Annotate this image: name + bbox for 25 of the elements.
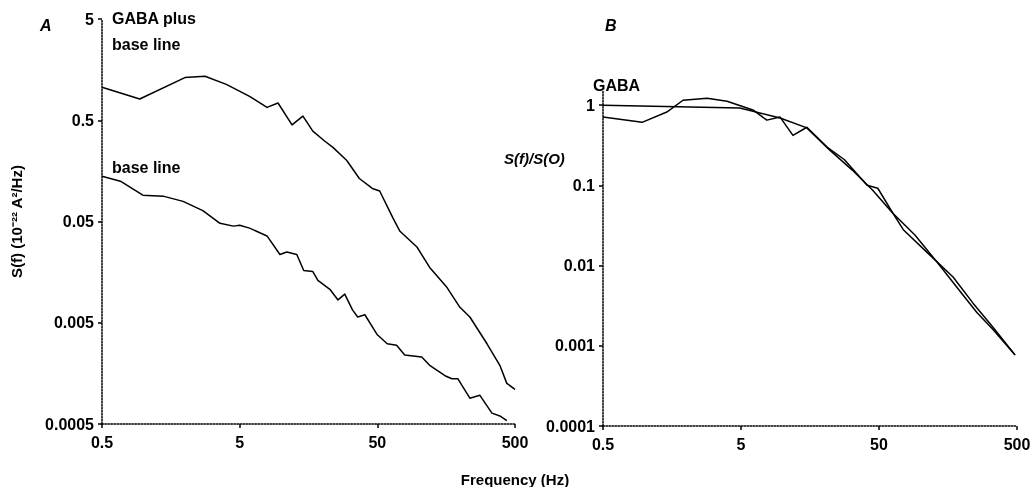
y-tick-label: 1 [586,96,596,114]
x-tick-label: 5 [235,433,245,451]
series-label: GABA [593,76,641,94]
x-tick-label: 50 [870,435,888,453]
y-tick-label: 0.01 [563,257,596,275]
x-tick-label: 500 [1003,435,1031,453]
x-tick-label: 500 [501,433,529,451]
x-tick-label: 50 [368,433,387,451]
chart-title: A [39,16,52,34]
series-label: base line [112,158,181,176]
y-tick-label: 0.0001 [546,417,596,435]
y-tick-label: 5 [85,10,95,28]
x-tick-label: 5 [736,435,746,453]
x-tick-label: 0.5 [90,433,114,451]
chart-title: B [605,16,617,34]
y-tick-label: 0.05 [62,213,95,230]
y-tick-label: 0.0005 [45,415,95,433]
y-tick-label: 0.005 [53,314,95,332]
series-label: GABA plus base line [112,9,201,53]
y-tick-label: 0.1 [572,176,596,194]
x-tick-label: 0.5 [591,435,615,453]
y-tick-label: 0.5 [71,111,95,129]
y-tick-label: 0.001 [554,337,596,355]
y-axis-title: S(f)/S(O) [504,150,565,168]
y-axis-title: S(f) (10⁻²² A²/Hz) [8,165,25,278]
